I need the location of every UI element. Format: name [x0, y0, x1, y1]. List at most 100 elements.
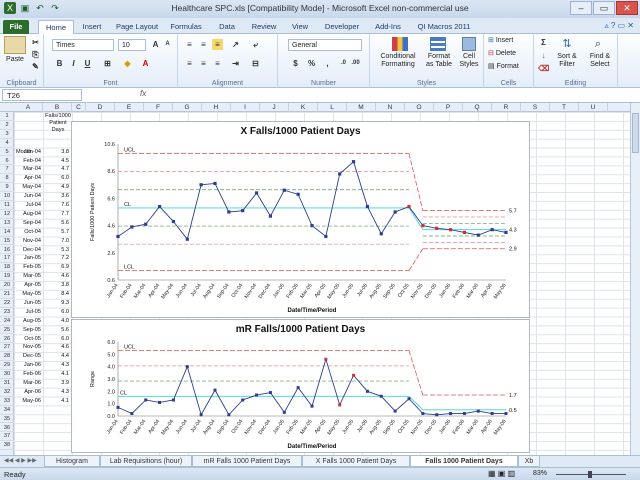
vertical-scrollbar[interactable]: [630, 103, 640, 455]
mr-chart[interactable]: mR Falls/1000 Patient Days 0.0 1.0 2.0 3.0 4…: [71, 319, 530, 453]
row-header[interactable]: 25: [0, 326, 14, 335]
save-icon[interactable]: ▣: [20, 3, 30, 13]
currency-button[interactable]: $: [293, 59, 298, 68]
row-header[interactable]: 18: [0, 263, 14, 273]
column-header[interactable]: I: [231, 103, 260, 112]
row-header[interactable]: 32: [0, 388, 14, 397]
column-header[interactable]: D: [86, 103, 115, 112]
align-right-icon[interactable]: ≡: [215, 59, 220, 68]
tab-view[interactable]: View: [291, 22, 309, 31]
month-cell[interactable]: Oct-04: [24, 228, 41, 235]
cell-styles-button[interactable]: Cell Styles: [459, 53, 479, 68]
value-cell[interactable]: 4.3: [61, 362, 69, 369]
month-cell[interactable]: Dec-04: [22, 246, 41, 253]
row-header[interactable]: 3: [0, 130, 14, 139]
month-cell[interactable]: Apr-06: [24, 388, 41, 395]
row-header[interactable]: 21: [0, 290, 14, 299]
minimize-icon[interactable]: –: [570, 1, 592, 15]
cut-icon[interactable]: ✂: [32, 38, 39, 47]
font-size-box[interactable]: 10: [118, 39, 146, 51]
format-as-table-icon[interactable]: [430, 37, 446, 51]
fill-color-icon[interactable]: ◆: [124, 59, 131, 68]
sheet-tab-histogram[interactable]: Histogram: [44, 456, 100, 467]
value-cell[interactable]: 7.0: [61, 237, 69, 244]
month-cell[interactable]: Apr-04: [24, 175, 41, 182]
value-cell[interactable]: 6.0: [61, 335, 69, 342]
italic-icon[interactable]: I: [72, 59, 75, 68]
month-cell[interactable]: Feb-06: [23, 371, 41, 378]
conditional-formatting-icon[interactable]: [392, 37, 408, 51]
value-cell[interactable]: 4.0: [61, 317, 69, 324]
close-icon[interactable]: ✕: [616, 1, 638, 15]
comma-icon[interactable]: ,: [326, 59, 329, 68]
value-cell[interactable]: 3.6: [61, 193, 69, 200]
month-cell[interactable]: May-06: [22, 397, 41, 404]
column-header[interactable]: S: [521, 103, 550, 112]
column-header[interactable]: C: [72, 103, 86, 112]
month-cell[interactable]: Mar-06: [23, 380, 41, 386]
month-cell[interactable]: May-04: [22, 184, 41, 191]
value-cell[interactable]: 7.7: [61, 210, 69, 217]
row-header[interactable]: 19: [0, 272, 14, 282]
bold-icon[interactable]: B: [56, 59, 63, 68]
month-cell[interactable]: Sep-04: [22, 219, 41, 226]
row-header[interactable]: 13: [0, 219, 14, 228]
number-format-box[interactable]: General: [288, 39, 362, 51]
row-header[interactable]: 6: [0, 157, 14, 166]
row-header[interactable]: 36: [0, 424, 14, 433]
column-header[interactable]: O: [405, 103, 434, 112]
value-cell[interactable]: 5.6: [61, 219, 69, 226]
tab-file[interactable]: File: [3, 20, 29, 34]
month-cell[interactable]: Dec-05: [22, 353, 41, 360]
insert-function-button[interactable]: fx: [140, 89, 147, 98]
cell-styles-icon[interactable]: [462, 37, 476, 51]
value-cell[interactable]: 5.6: [61, 326, 69, 333]
format-as-table-button[interactable]: Format as Table: [426, 53, 452, 68]
row-header[interactable]: 15: [0, 237, 14, 246]
sort-filter-button[interactable]: Sort & Filter: [557, 53, 577, 68]
increase-decimal-icon[interactable]: .0: [340, 60, 346, 66]
row-header[interactable]: 29: [0, 361, 14, 371]
value-cell[interactable]: 7.6: [61, 202, 69, 208]
paste-icon[interactable]: [4, 36, 26, 54]
x-chart[interactable]: X Falls/1000 Patient Days 0.6 2.6 4.6 6.6 8.…: [71, 121, 530, 318]
month-cell[interactable]: Oct-05: [24, 335, 41, 342]
tab-qi-macros[interactable]: QI Macros 2011: [417, 22, 471, 31]
maximize-icon[interactable]: ▭: [593, 1, 615, 15]
fill-icon[interactable]: ↓: [541, 51, 546, 60]
value-cell[interactable]: 4.3: [61, 388, 69, 395]
align-top-icon[interactable]: ≡: [187, 40, 192, 49]
shrink-font-icon[interactable]: A: [165, 41, 170, 47]
sheet-nav-icon[interactable]: ◀◀ ◀ ▶ ▶▶: [4, 458, 37, 464]
value-cell[interactable]: 7.2: [61, 255, 69, 262]
month-cell[interactable]: Nov-05: [22, 344, 41, 351]
align-bottom-icon[interactable]: ≡: [212, 39, 223, 50]
sheet-tab-falls[interactable]: Falls 1000 Patient Days: [410, 456, 518, 467]
formula-input[interactable]: [156, 89, 636, 101]
autosum-button[interactable]: Σ: [541, 38, 546, 47]
column-header[interactable]: H: [202, 103, 231, 112]
value-cell[interactable]: 8.4: [61, 291, 69, 297]
month-cell[interactable]: May-05: [22, 291, 41, 297]
column-header[interactable]: J: [260, 103, 289, 112]
borders-icon[interactable]: ⊞: [104, 59, 111, 68]
month-cell[interactable]: Jul-05: [25, 308, 41, 315]
row-header[interactable]: 10: [0, 192, 14, 201]
orientation-icon[interactable]: ↗: [232, 40, 239, 49]
value-cell[interactable]: 6.9: [61, 264, 69, 271]
row-header[interactable]: 38: [0, 441, 14, 451]
value-cell[interactable]: 4.6: [61, 273, 69, 280]
month-cell[interactable]: Aug-04: [22, 210, 41, 217]
column-header[interactable]: N: [376, 103, 405, 112]
tab-data[interactable]: Data: [219, 22, 235, 31]
value-cell[interactable]: 4.9: [61, 184, 69, 191]
conditional-formatting-button[interactable]: Conditional Formatting: [380, 53, 416, 68]
align-middle-icon[interactable]: ≡: [201, 40, 206, 49]
month-cell[interactable]: Jan-05: [23, 255, 41, 262]
value-cell[interactable]: 5.3: [61, 246, 69, 253]
value-cell[interactable]: 4.7: [61, 166, 69, 173]
underline-icon[interactable]: U: [84, 59, 91, 68]
column-header[interactable]: K: [289, 103, 318, 112]
row-header[interactable]: 24: [0, 317, 14, 326]
column-header[interactable]: F: [144, 103, 173, 112]
